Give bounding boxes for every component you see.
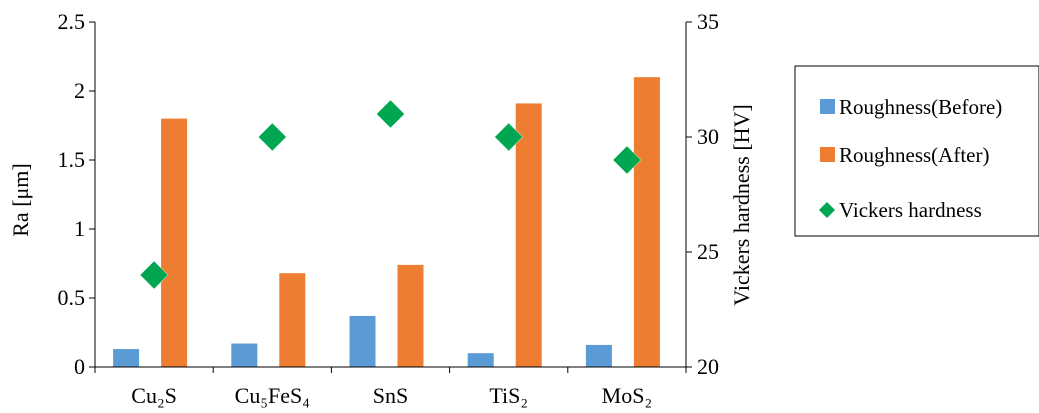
bar-roughness-before — [585, 344, 612, 367]
right-tick-label: 30 — [697, 124, 719, 149]
left-tick-label: 2.5 — [58, 9, 86, 34]
bar-roughness-before — [231, 343, 258, 367]
bar-roughness-after — [633, 77, 660, 367]
left-tick-label: 2 — [74, 78, 85, 103]
x-tick-label: Cu₂S — [131, 383, 177, 408]
plot-area — [113, 77, 660, 368]
legend: Roughness(Before) Roughness(After) Vickers… — [794, 65, 1039, 237]
right-tick-label: 20 — [697, 354, 719, 379]
x-tick-label: Cu₅FeS₄ — [235, 383, 310, 408]
legend-label: Vickers hardness — [839, 198, 982, 222]
bar-roughness-before — [467, 353, 494, 367]
legend-swatch — [819, 202, 835, 218]
legend-label: Roughness(Before) — [839, 95, 1002, 119]
legend-box — [794, 65, 1039, 237]
right-axis: 20 25 30 35 — [685, 9, 719, 379]
y2-axis-title: Vickers hardness [HV] — [729, 104, 754, 306]
bar-roughness-after — [279, 273, 306, 367]
hardness-marker — [376, 99, 405, 129]
bar-roughness-after — [161, 118, 188, 367]
bar-roughness-before — [113, 349, 140, 367]
x-tick-label: MoS₂ — [602, 383, 652, 408]
hardness-marker — [139, 260, 169, 290]
bar-roughness-after — [397, 264, 424, 367]
hardness-marker — [612, 145, 642, 175]
bar-roughness-before — [349, 315, 376, 367]
left-tick-label: 0.5 — [58, 285, 86, 310]
right-tick-label: 25 — [697, 239, 719, 264]
hardness-marker — [257, 122, 287, 152]
x-axis: Cu₂S Cu₅FeS₄ SnS TiS₂ MoS₂ — [94, 366, 687, 408]
x-tick-label: TiS₂ — [489, 383, 528, 408]
left-tick-label: 0 — [74, 354, 85, 379]
bar-roughness-after — [515, 103, 542, 368]
hardness-marker — [494, 122, 524, 152]
legend-swatch — [820, 147, 835, 162]
x-tick-label: SnS — [373, 383, 408, 408]
right-tick-label: 35 — [697, 9, 719, 34]
y-axis-title: Ra [μm] — [8, 163, 33, 237]
left-axis: 0 0.5 1 1.5 2 2.5 — [58, 9, 96, 379]
legend-label: Roughness(After) — [839, 143, 989, 167]
left-tick-label: 1 — [74, 216, 85, 241]
left-tick-label: 1.5 — [58, 147, 86, 172]
legend-swatch — [820, 99, 835, 114]
